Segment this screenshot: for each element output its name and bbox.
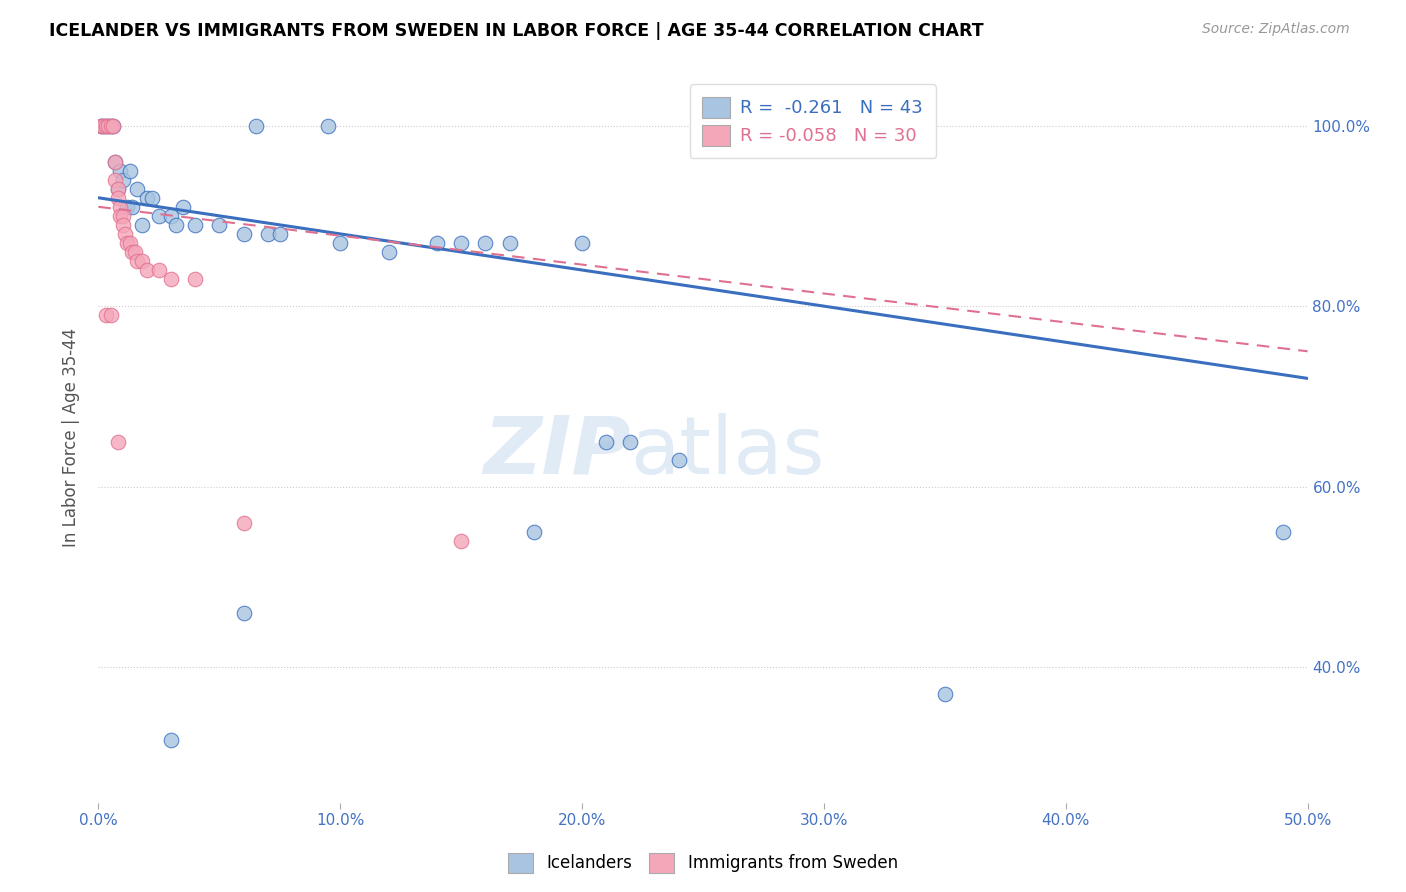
Point (94, 119, 117, 133)
Text: Source: ZipAtlas.com: Source: ZipAtlas.com (1202, 22, 1350, 37)
Point (107, 191, 129, 205)
Point (111, 218, 134, 232)
Point (450, 235, 472, 250)
Point (107, 182, 129, 196)
Point (101, 119, 124, 133)
Point (208, 218, 231, 232)
Point (131, 254, 153, 268)
Point (269, 227, 291, 241)
Point (1272, 524, 1295, 539)
Point (91, 119, 114, 133)
Point (90, 119, 112, 133)
Point (104, 154, 127, 169)
Point (498, 235, 520, 250)
Point (91, 119, 114, 133)
Text: atlas: atlas (630, 413, 825, 491)
Point (141, 191, 163, 205)
Point (523, 524, 546, 539)
Point (114, 227, 136, 241)
Point (100, 119, 122, 133)
Point (160, 209, 183, 223)
Point (184, 272, 207, 286)
Point (165, 218, 187, 232)
Point (127, 182, 149, 196)
Point (934, 688, 956, 702)
Point (256, 227, 278, 241)
Point (100, 119, 122, 133)
Point (100, 308, 122, 322)
Text: ZIP: ZIP (484, 413, 630, 491)
Point (108, 163, 131, 178)
Point (329, 235, 352, 250)
Point (135, 191, 157, 205)
Point (94, 308, 117, 322)
Point (148, 209, 170, 223)
Point (232, 606, 254, 620)
Point (94, 119, 117, 133)
Point (118, 235, 141, 250)
Point (111, 172, 134, 186)
Point (160, 732, 183, 747)
Point (107, 182, 129, 196)
Point (316, 119, 339, 133)
Point (131, 218, 153, 232)
Point (107, 434, 129, 449)
Legend: R =  -0.261   N = 43, R = -0.058   N = 30: R = -0.261 N = 43, R = -0.058 N = 30 (690, 84, 936, 158)
Legend: Icelanders, Immigrants from Sweden: Icelanders, Immigrants from Sweden (502, 847, 904, 880)
Point (104, 172, 127, 186)
Point (124, 244, 146, 259)
Point (104, 154, 127, 169)
Point (450, 533, 472, 548)
Point (232, 516, 254, 530)
Point (426, 235, 449, 250)
Point (377, 244, 399, 259)
Point (148, 263, 170, 277)
Point (97, 119, 120, 133)
Point (184, 218, 207, 232)
Point (108, 200, 131, 214)
Point (668, 452, 690, 467)
Point (127, 254, 149, 268)
Point (135, 263, 157, 277)
Point (118, 163, 141, 178)
Point (97, 119, 120, 133)
Point (571, 235, 593, 250)
Point (121, 244, 143, 259)
Point (117, 235, 139, 250)
Point (595, 434, 617, 449)
Point (160, 272, 183, 286)
Point (90, 119, 112, 133)
Text: ICELANDER VS IMMIGRANTS FROM SWEDEN IN LABOR FORCE | AGE 35-44 CORRELATION CHART: ICELANDER VS IMMIGRANTS FROM SWEDEN IN L… (49, 22, 984, 40)
Point (108, 209, 131, 223)
Y-axis label: In Labor Force | Age 35-44: In Labor Force | Age 35-44 (62, 327, 80, 547)
Point (117, 200, 139, 214)
Point (619, 434, 641, 449)
Point (474, 235, 496, 250)
Point (101, 119, 124, 133)
Point (111, 209, 134, 223)
Point (245, 119, 267, 133)
Point (121, 200, 143, 214)
Point (172, 200, 194, 214)
Point (232, 227, 254, 241)
